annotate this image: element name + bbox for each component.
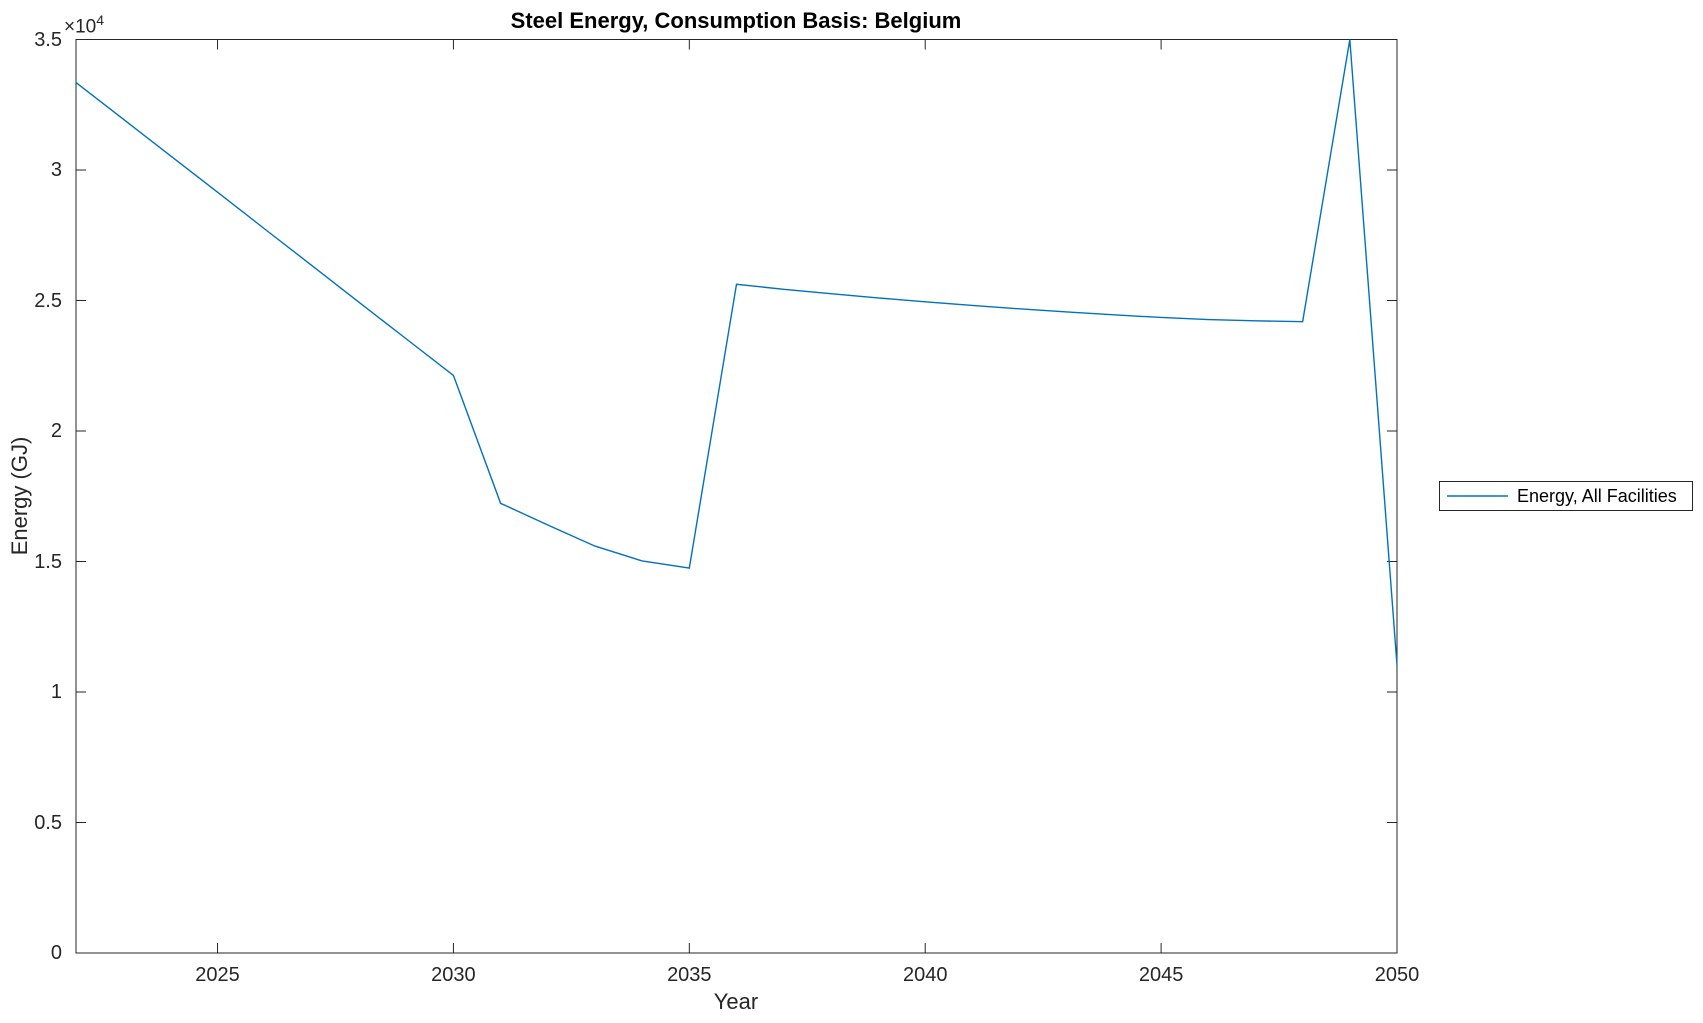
legend: Energy, All Facilities (1439, 481, 1693, 511)
x-tick-label: 2030 (431, 964, 476, 986)
y-tick-label: 1.5 (34, 550, 62, 573)
tick-marks (76, 39, 1398, 954)
energy-line (75, 39, 1398, 666)
x-axis-label: Year (713, 989, 759, 1014)
x-tick-label: 2050 (1374, 964, 1420, 986)
y-tick-label: 1 (50, 681, 62, 703)
exponent-base: ×10 (64, 16, 97, 38)
x-tick-label: 2045 (1138, 964, 1184, 986)
y-axis-label: Energy (GJ) (7, 436, 32, 556)
series-lines (75, 39, 1398, 666)
chart-title: Steel Energy, Consumption Basis: Belgium (510, 8, 962, 33)
x-tick-label: 2040 (902, 964, 948, 986)
x-tick-label: 2025 (195, 964, 240, 986)
y-axis-exponent-label: ×104 (64, 12, 104, 38)
y-tick-label: 2.5 (34, 289, 62, 312)
legend-entry-label: Energy, All Facilities (1517, 485, 1677, 506)
y-tick-label: 3 (50, 159, 62, 181)
y-tick-label: 3.5 (34, 28, 62, 51)
plot-border (75, 39, 1398, 954)
legend-line-sample (1447, 495, 1508, 497)
y-tick-label: 0 (50, 942, 62, 964)
exponent-power: 4 (96, 12, 105, 28)
y-tick-label: 2 (50, 420, 62, 442)
y-tick-label: 0.5 (34, 811, 62, 834)
axes-box (75, 39, 1398, 954)
x-tick-label: 2035 (667, 964, 712, 986)
